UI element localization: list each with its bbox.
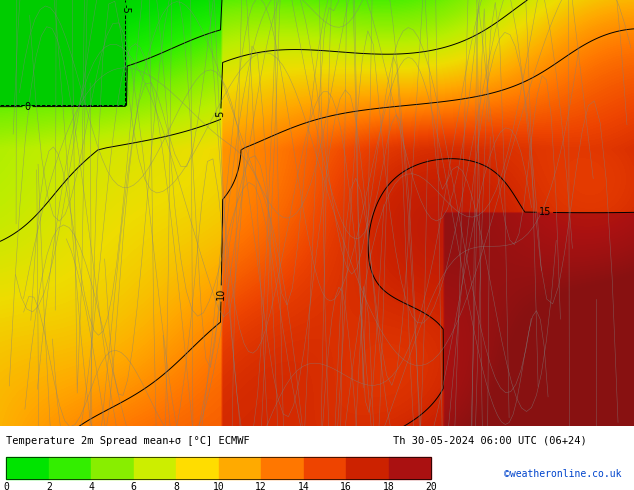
Bar	[346, 457, 389, 479]
Text: ©weatheronline.co.uk: ©weatheronline.co.uk	[504, 469, 621, 479]
Text: 10: 10	[216, 287, 226, 300]
Bar	[304, 457, 346, 479]
Bar	[261, 457, 304, 479]
Bar	[6, 457, 431, 479]
Text: 6: 6	[131, 482, 137, 490]
Bar	[134, 457, 176, 479]
Text: Temperature 2m Spread mean+σ [°C] ECMWF: Temperature 2m Spread mean+σ [°C] ECMWF	[6, 436, 250, 446]
Text: 8: 8	[173, 482, 179, 490]
Text: 4: 4	[88, 482, 94, 490]
Bar	[91, 457, 134, 479]
Text: 14: 14	[298, 482, 309, 490]
Text: 0: 0	[25, 101, 30, 112]
Bar	[6, 457, 49, 479]
Text: Th 30-05-2024 06:00 UTC (06+24): Th 30-05-2024 06:00 UTC (06+24)	[393, 436, 587, 446]
Bar	[49, 457, 91, 479]
Text: 10: 10	[213, 482, 224, 490]
Bar	[176, 457, 219, 479]
Text: 0: 0	[3, 482, 10, 490]
Text: 18: 18	[383, 482, 394, 490]
Text: 2: 2	[46, 482, 52, 490]
Text: -5: -5	[120, 4, 130, 13]
Text: 15: 15	[539, 207, 551, 218]
Text: 16: 16	[340, 482, 352, 490]
Bar	[389, 457, 431, 479]
Bar	[219, 457, 261, 479]
Text: 5: 5	[216, 110, 226, 117]
Text: 12: 12	[256, 482, 267, 490]
Text: 20: 20	[425, 482, 437, 490]
